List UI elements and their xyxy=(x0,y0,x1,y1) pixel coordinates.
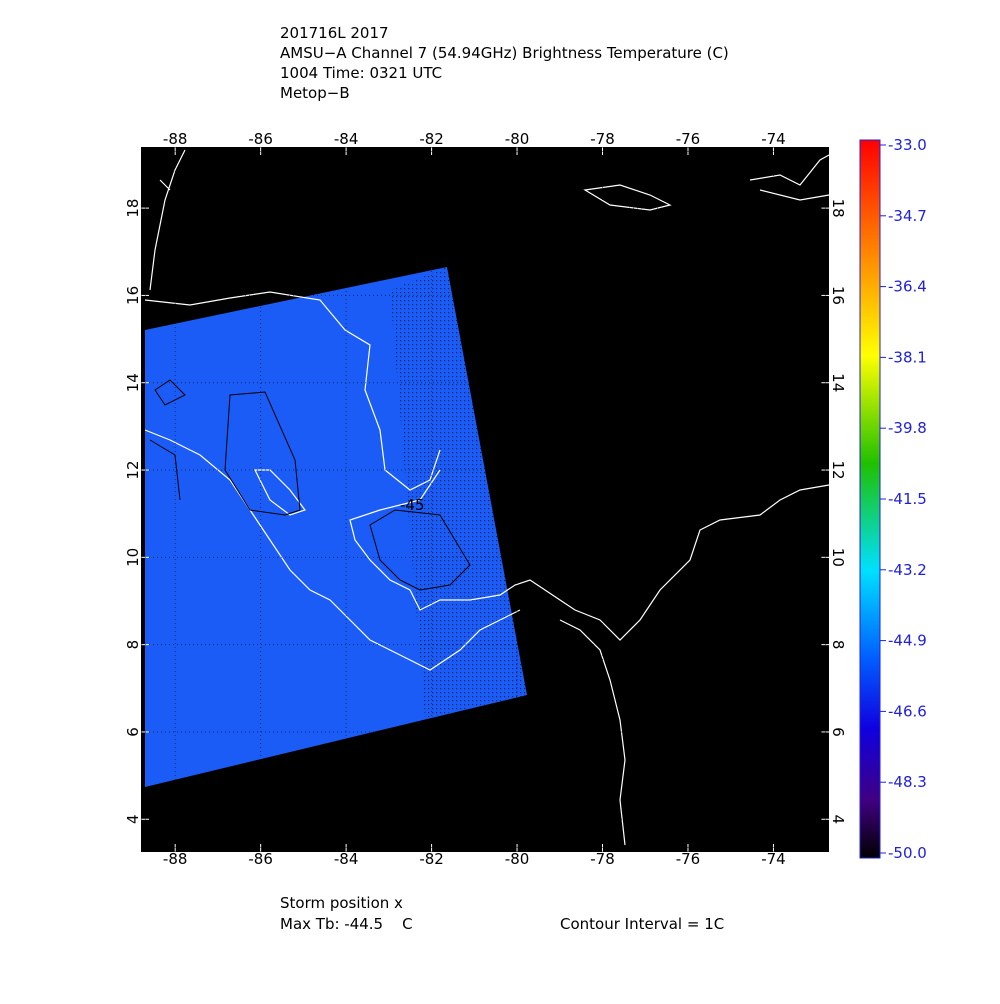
lon-label: -82 xyxy=(419,850,444,868)
lon-label: -82 xyxy=(419,130,444,148)
lon-label: -84 xyxy=(334,130,359,148)
lon-label: -80 xyxy=(505,850,530,868)
lon-label: -78 xyxy=(590,130,615,148)
header-line: 1004 Time: 0321 UTC xyxy=(280,64,442,82)
footer-text: Storm position x xyxy=(280,894,403,912)
colorbar-label: -41.5 xyxy=(888,490,927,508)
lat-label: 18 xyxy=(124,199,142,218)
colorbar-label: -50.0 xyxy=(888,844,927,862)
colorbar-label: -44.9 xyxy=(888,632,927,650)
lat-label: 16 xyxy=(829,286,847,305)
lat-label: 6 xyxy=(829,727,847,737)
lat-label: 12 xyxy=(124,460,142,479)
header-line: AMSU−A Channel 7 (54.94GHz) Brightness T… xyxy=(280,44,729,62)
lon-label: -74 xyxy=(761,850,786,868)
lat-label: 8 xyxy=(124,640,142,650)
lat-label: 14 xyxy=(124,373,142,392)
lon-label: -86 xyxy=(248,130,273,148)
swath-edge xyxy=(390,267,527,718)
footer-text: Max Tb: -44.5 C xyxy=(280,915,413,933)
colorbar-label: -38.1 xyxy=(888,348,927,366)
lon-label: -84 xyxy=(334,850,359,868)
lon-label: -86 xyxy=(248,850,273,868)
colorbar-label: -34.7 xyxy=(888,207,927,225)
lat-label: 16 xyxy=(124,286,142,305)
lat-label: 10 xyxy=(829,548,847,567)
lon-label: -74 xyxy=(761,130,786,148)
colorbar-label: -36.4 xyxy=(888,278,927,296)
colorbar-label: -46.6 xyxy=(888,702,927,720)
contour-label: -45 xyxy=(400,496,425,514)
contour xyxy=(149,379,471,591)
colorbar-label: -48.3 xyxy=(888,773,927,791)
lat-label: 6 xyxy=(124,727,142,737)
lat-label: 4 xyxy=(124,814,142,824)
footer-text: Contour Interval = 1C xyxy=(560,915,724,933)
lon-label: -88 xyxy=(163,130,188,148)
colorbar-label: -39.8 xyxy=(888,419,927,437)
lon-label: -76 xyxy=(676,850,701,868)
lat-label: 18 xyxy=(829,199,847,218)
lat-label: 14 xyxy=(829,373,847,392)
colorbar xyxy=(859,139,881,859)
lon-label: -76 xyxy=(676,130,701,148)
lon-label: -80 xyxy=(505,130,530,148)
lat-label: 12 xyxy=(829,460,847,479)
lon-label: -88 xyxy=(163,850,188,868)
lat-label: 8 xyxy=(829,640,847,650)
colorbar-label: -43.2 xyxy=(888,561,927,579)
header-line: Metop−B xyxy=(280,84,350,102)
lat-label: 10 xyxy=(124,548,142,567)
lat-label: 4 xyxy=(829,814,847,824)
colorbar-label: -33.0 xyxy=(888,136,927,154)
coastline xyxy=(144,149,830,846)
header-line: 201716L 2017 xyxy=(280,24,389,42)
lon-label: -78 xyxy=(590,850,615,868)
